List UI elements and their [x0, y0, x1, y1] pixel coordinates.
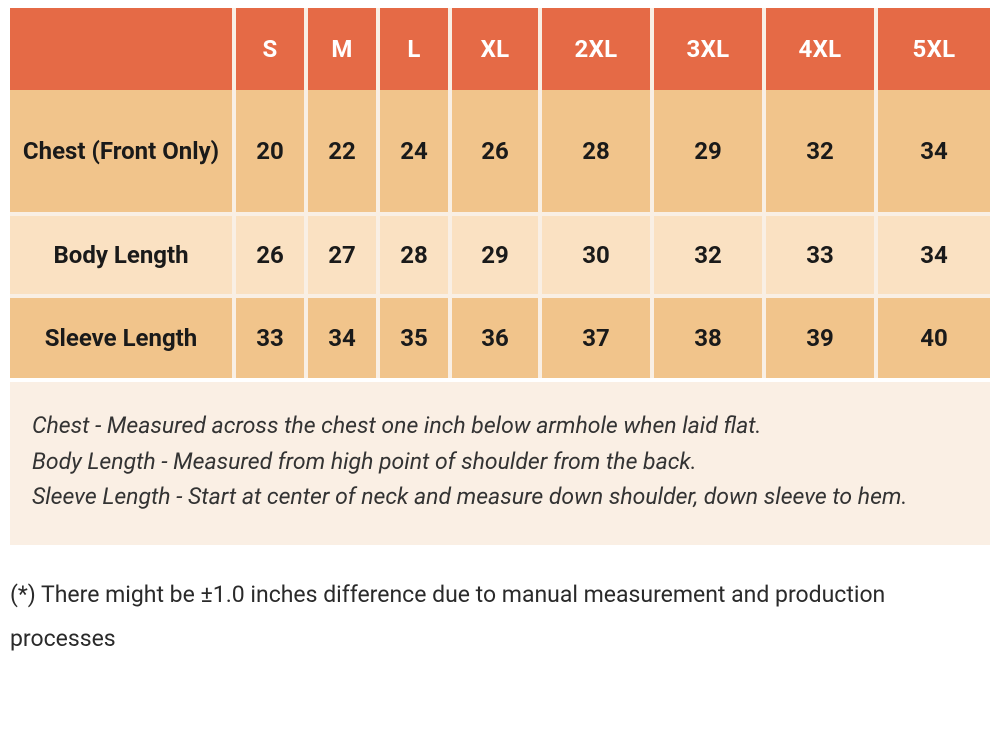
col-header: 5XL: [876, 8, 990, 90]
col-header: S: [234, 8, 306, 90]
cell: 34: [876, 90, 990, 214]
cell: 32: [764, 90, 876, 214]
table-row: Sleeve Length 33 34 35 36 37 38 39 40: [10, 296, 990, 378]
cell: 29: [652, 90, 764, 214]
cell: 38: [652, 296, 764, 378]
col-header: 4XL: [764, 8, 876, 90]
cell: 34: [876, 214, 990, 296]
header-corner: [10, 8, 234, 90]
col-header: L: [378, 8, 450, 90]
cell: 39: [764, 296, 876, 378]
footnote: (*) There might be ±1.0 inches differenc…: [10, 573, 990, 660]
cell: 32: [652, 214, 764, 296]
size-chart-table: S M L XL 2XL 3XL 4XL 5XL Chest (Front On…: [10, 8, 990, 378]
header-row: S M L XL 2XL 3XL 4XL 5XL: [10, 8, 990, 90]
cell: 28: [378, 214, 450, 296]
cell: 40: [876, 296, 990, 378]
row-label: Chest (Front Only): [10, 90, 234, 214]
table-row: Body Length 26 27 28 29 30 32 33 34: [10, 214, 990, 296]
cell: 30: [540, 214, 652, 296]
measurement-notes: Chest - Measured across the chest one in…: [10, 382, 990, 545]
cell: 33: [234, 296, 306, 378]
col-header: M: [306, 8, 378, 90]
cell: 28: [540, 90, 652, 214]
table-row: Chest (Front Only) 20 22 24 26 28 29 32 …: [10, 90, 990, 214]
cell: 36: [450, 296, 540, 378]
col-header: XL: [450, 8, 540, 90]
cell: 26: [234, 214, 306, 296]
cell: 37: [540, 296, 652, 378]
row-label: Sleeve Length: [10, 296, 234, 378]
cell: 35: [378, 296, 450, 378]
row-label: Body Length: [10, 214, 234, 296]
cell: 22: [306, 90, 378, 214]
cell: 24: [378, 90, 450, 214]
cell: 20: [234, 90, 306, 214]
note-line: Body Length - Measured from high point o…: [32, 444, 968, 480]
cell: 26: [450, 90, 540, 214]
cell: 27: [306, 214, 378, 296]
cell: 33: [764, 214, 876, 296]
col-header: 2XL: [540, 8, 652, 90]
cell: 29: [450, 214, 540, 296]
cell: 34: [306, 296, 378, 378]
col-header: 3XL: [652, 8, 764, 90]
note-line: Sleeve Length - Start at center of neck …: [32, 479, 968, 515]
note-line: Chest - Measured across the chest one in…: [32, 408, 968, 444]
